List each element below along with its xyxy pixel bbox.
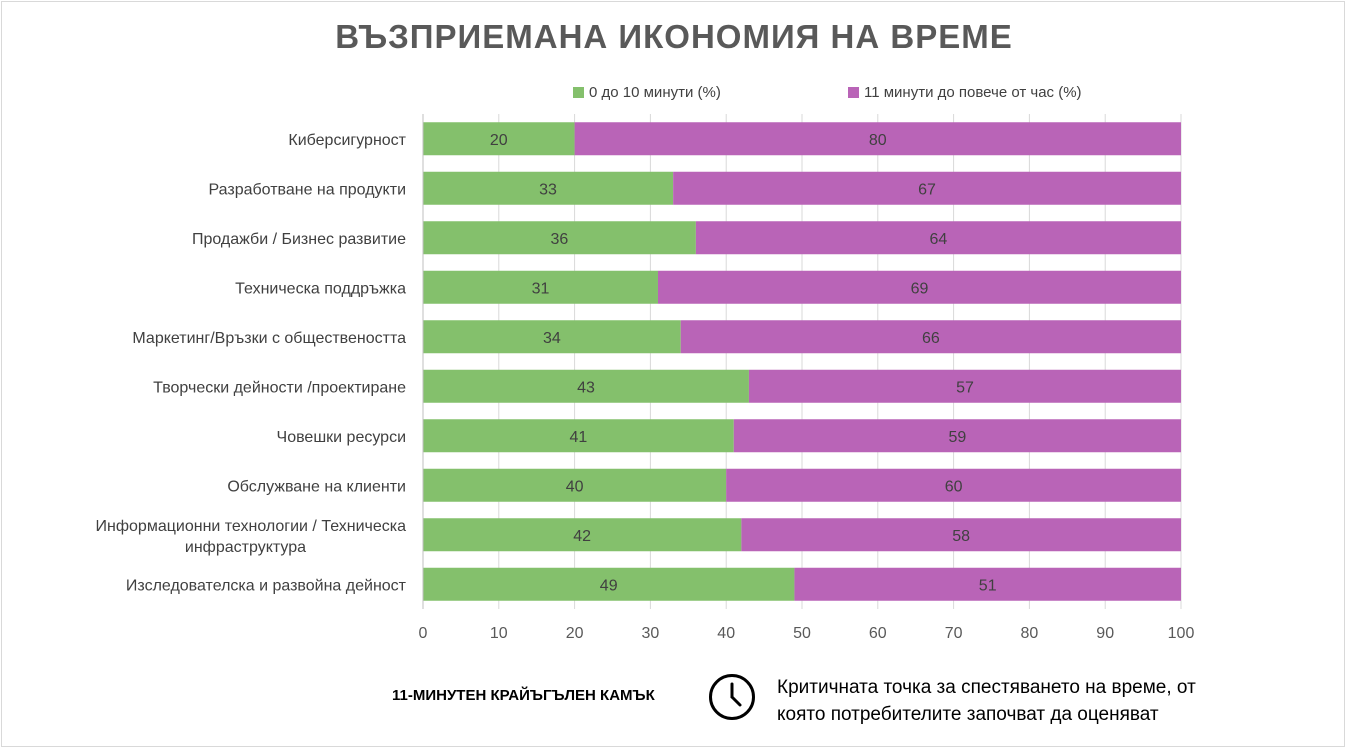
category-label: Творчески дейности /проектиране xyxy=(153,379,406,396)
bar-segment xyxy=(423,369,749,403)
bar-segment xyxy=(748,369,1181,403)
x-tick-label: 30 xyxy=(642,625,660,642)
data-label: 59 xyxy=(948,429,966,446)
x-tick-label: 50 xyxy=(793,625,811,642)
x-tick-label: 60 xyxy=(869,625,887,642)
data-label: 36 xyxy=(551,231,569,248)
category-label: Киберсигурност xyxy=(288,132,406,149)
bar-segment xyxy=(423,171,674,205)
bar-segment xyxy=(574,122,1181,156)
bar-segment xyxy=(680,320,1181,354)
category-label: Човешки ресурси xyxy=(277,429,406,446)
category-label: Продажби / Бизнес развитие xyxy=(192,231,406,248)
bar-segment xyxy=(733,419,1181,453)
data-label: 33 xyxy=(539,181,557,198)
x-tick-label: 70 xyxy=(945,625,963,642)
legend-swatch-long xyxy=(848,87,859,98)
bar-segment xyxy=(657,270,1181,304)
data-label: 66 xyxy=(922,330,940,347)
x-tick-label: 0 xyxy=(419,625,428,642)
x-tick-label: 10 xyxy=(490,625,508,642)
data-label: 67 xyxy=(918,181,936,198)
data-label: 64 xyxy=(930,231,948,248)
data-label: 41 xyxy=(569,429,587,446)
clock-icon xyxy=(709,674,755,720)
data-label: 43 xyxy=(577,379,595,396)
data-label: 20 xyxy=(490,132,508,149)
bar-segment xyxy=(423,468,727,502)
data-label: 58 xyxy=(952,528,970,545)
x-tick-label: 80 xyxy=(1021,625,1039,642)
category-label: Разработване на продукти xyxy=(209,181,407,198)
data-label: 49 xyxy=(600,577,618,594)
milestone-description: Критичната точка за спестяването на врем… xyxy=(777,677,1196,725)
legend-item-long: 11 минути до повече от час (%) xyxy=(848,84,1082,101)
chart-title: ВЪЗПРИЕМАНА ИКОНОМИЯ НА ВРЕМЕ xyxy=(335,18,1013,55)
data-label: 34 xyxy=(543,330,561,347)
legend-item-short: 0 до 10 минути (%) xyxy=(573,84,721,101)
bar-segment xyxy=(423,567,795,601)
bar-segment xyxy=(673,171,1181,205)
data-label: 80 xyxy=(869,132,887,149)
x-tick-label: 40 xyxy=(717,625,735,642)
x-tick-label: 100 xyxy=(1168,625,1195,642)
data-label: 31 xyxy=(532,280,550,297)
bar-segment xyxy=(423,122,575,156)
data-label: 40 xyxy=(566,478,584,495)
bar-segment xyxy=(423,270,658,304)
data-label: 42 xyxy=(573,528,591,545)
bar-segment xyxy=(423,518,742,552)
bar-segment xyxy=(794,567,1181,601)
category-label: Обслужване на клиенти xyxy=(227,478,406,495)
bar-segment xyxy=(423,221,696,255)
category-label: Изследователска и развойна дейност xyxy=(126,577,407,594)
x-tick-label: 90 xyxy=(1096,625,1114,642)
data-label: 57 xyxy=(956,379,974,396)
legend-label-short: 0 до 10 минути (%) xyxy=(589,84,721,101)
data-label: 51 xyxy=(979,577,997,594)
data-label: 60 xyxy=(945,478,963,495)
data-label: 69 xyxy=(911,280,929,297)
legend-swatch-short xyxy=(573,87,584,98)
bar-segment xyxy=(423,419,734,453)
category-label: Техническа поддръжка xyxy=(235,280,406,297)
category-label: Информационни технологии / Техническа инф… xyxy=(96,518,407,556)
bar-segment xyxy=(726,468,1181,502)
bar-segment xyxy=(423,320,681,354)
stacked-bar-chart: 20 80 Киберсигурност 33 67 Разработване на пр… xyxy=(96,114,1195,642)
legend-label-long: 11 минути до повече от час (%) xyxy=(864,84,1082,101)
bar-segment xyxy=(741,518,1181,552)
category-label: Маркетинг/Връзки с обществеността xyxy=(132,330,406,347)
x-tick-label: 20 xyxy=(566,625,584,642)
bar-segment xyxy=(695,221,1181,255)
milestone-label: 11-МИНУТЕН КРАЙЪГЪЛЕН КАМЪК xyxy=(392,687,655,704)
